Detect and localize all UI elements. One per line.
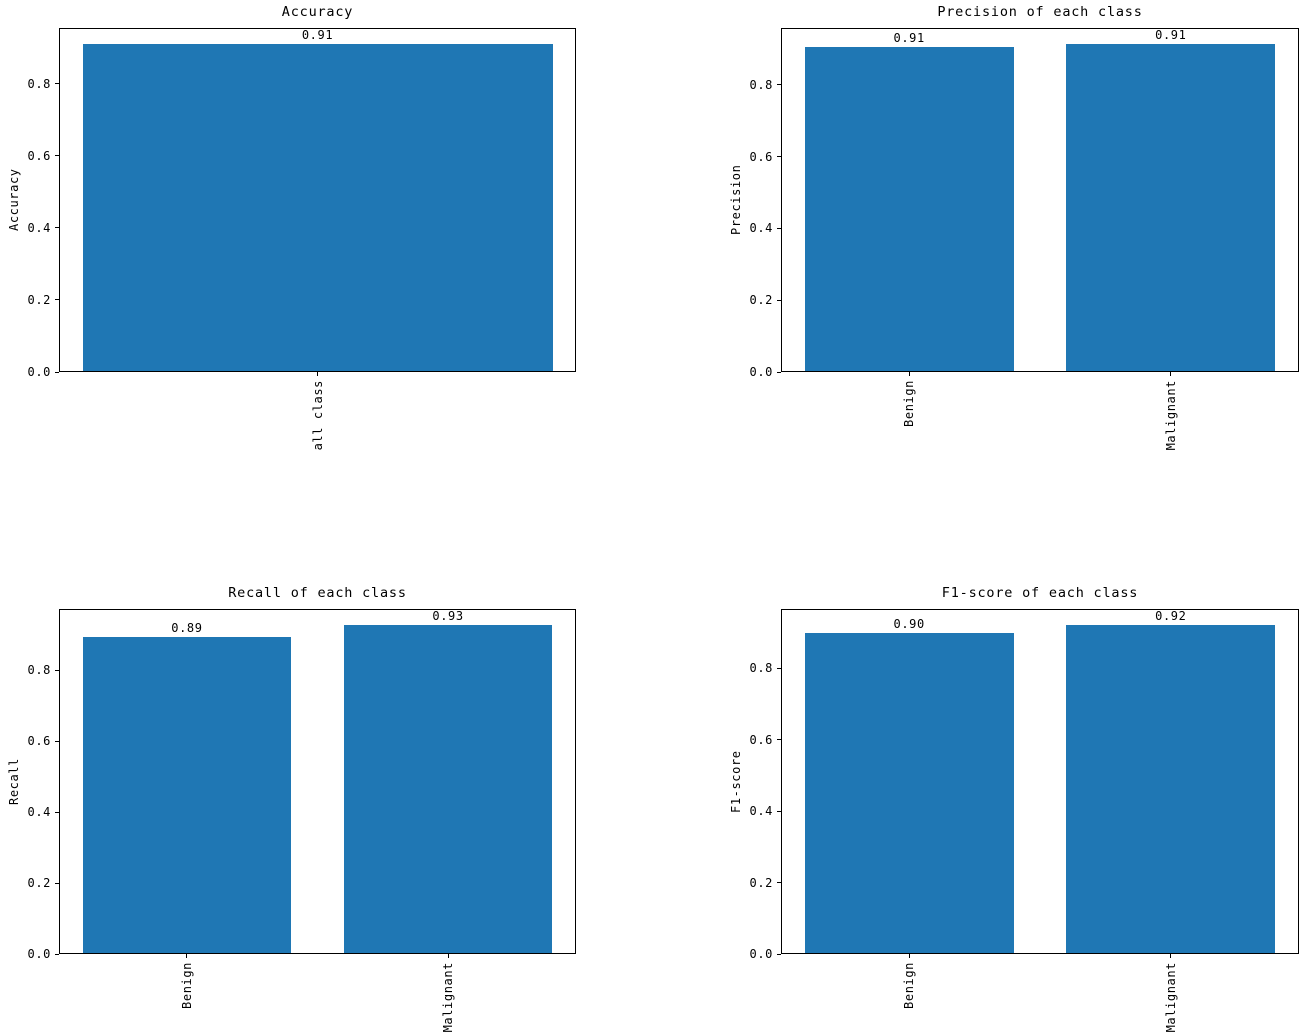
bar-value-label: 0.92 <box>1155 609 1187 624</box>
bar-value-label: 0.91 <box>1155 28 1187 43</box>
x-tick-label: Benign <box>902 962 917 1009</box>
y-tick-mark <box>55 227 59 229</box>
bar <box>343 625 553 954</box>
y-tick-label: 0.2 <box>749 293 773 308</box>
y-tick-label: 0.8 <box>27 663 51 678</box>
bar <box>804 632 1014 954</box>
y-axis-label: F1-score <box>729 750 743 813</box>
y-tick-label: 0.6 <box>749 149 773 164</box>
x-tick-label: Benign <box>902 380 917 427</box>
y-axis-label: Precision <box>729 164 743 236</box>
y-tick-mark <box>55 811 59 813</box>
plot-area <box>59 28 576 372</box>
y-tick-label: 0.4 <box>749 221 773 236</box>
y-tick-label: 0.4 <box>27 220 51 235</box>
x-tick-mark <box>186 954 188 958</box>
y-tick-label: 0.0 <box>749 947 773 961</box>
y-tick-label: 0.8 <box>27 76 51 91</box>
x-tick-label: Malignant <box>441 962 456 1033</box>
x-tick-label: Benign <box>179 962 194 1009</box>
y-tick-mark <box>777 953 781 955</box>
y-tick-label: 0.4 <box>27 805 51 820</box>
bar-value-label: 0.91 <box>893 30 925 45</box>
x-tick-mark <box>1170 372 1172 376</box>
y-tick-mark <box>55 669 59 671</box>
y-tick-mark <box>777 156 781 158</box>
y-tick-label: 0.8 <box>749 661 773 676</box>
y-tick-mark <box>777 84 781 86</box>
y-axis-label: Recall <box>7 758 21 805</box>
y-tick-label: 0.8 <box>749 77 773 92</box>
y-tick-mark <box>55 882 59 884</box>
y-tick-mark <box>777 739 781 741</box>
y-tick-mark <box>55 371 59 373</box>
y-tick-mark <box>777 227 781 229</box>
chart-title: Accuracy <box>281 4 354 20</box>
y-tick-mark <box>777 667 781 669</box>
y-tick-mark <box>55 299 59 301</box>
chart-title: Recall of each class <box>228 585 407 601</box>
y-tick-label: 0.6 <box>27 148 51 163</box>
y-tick-mark <box>55 740 59 742</box>
plot-area <box>781 609 1299 954</box>
x-tick-label: Malignant <box>1163 380 1178 451</box>
x-tick-mark <box>317 372 318 376</box>
y-tick-label: 0.2 <box>27 876 51 891</box>
y-tick-mark <box>777 371 781 373</box>
y-tick-label: 0.4 <box>749 804 773 819</box>
y-tick-label: 0.0 <box>27 947 51 961</box>
y-tick-label: 0.2 <box>27 292 51 307</box>
y-tick-label: 0.0 <box>749 365 773 379</box>
x-tick-mark <box>447 954 449 958</box>
x-tick-label: Malignant <box>1163 962 1178 1033</box>
bar-value-label: 0.93 <box>432 609 464 624</box>
y-tick-label: 0.2 <box>749 875 773 890</box>
x-tick-mark <box>908 372 910 376</box>
y-tick-label: 0.0 <box>27 365 51 379</box>
plot-area <box>781 28 1299 372</box>
bar-value-label: 0.89 <box>171 621 203 636</box>
bar <box>82 44 553 372</box>
y-tick-mark <box>55 953 59 955</box>
bar <box>804 46 1014 372</box>
plot-area <box>59 609 576 954</box>
bar <box>1066 625 1276 954</box>
chart-title: F1-score of each class <box>941 585 1139 601</box>
chart-title: Precision of each class <box>937 4 1143 20</box>
x-tick-label: all class <box>310 380 325 451</box>
y-tick-mark <box>55 83 59 85</box>
x-tick-mark <box>908 954 910 958</box>
bar <box>1066 44 1276 372</box>
y-tick-mark <box>777 299 781 301</box>
bar-value-label: 0.91 <box>301 28 334 43</box>
y-axis-label: Accuracy <box>7 168 21 232</box>
y-tick-mark <box>55 155 59 157</box>
bar <box>82 637 292 954</box>
y-tick-mark <box>777 882 781 884</box>
y-tick-label: 0.6 <box>749 732 773 747</box>
x-tick-mark <box>1170 954 1172 958</box>
y-tick-label: 0.6 <box>27 734 51 749</box>
bar-value-label: 0.90 <box>893 616 925 631</box>
y-tick-mark <box>777 810 781 812</box>
